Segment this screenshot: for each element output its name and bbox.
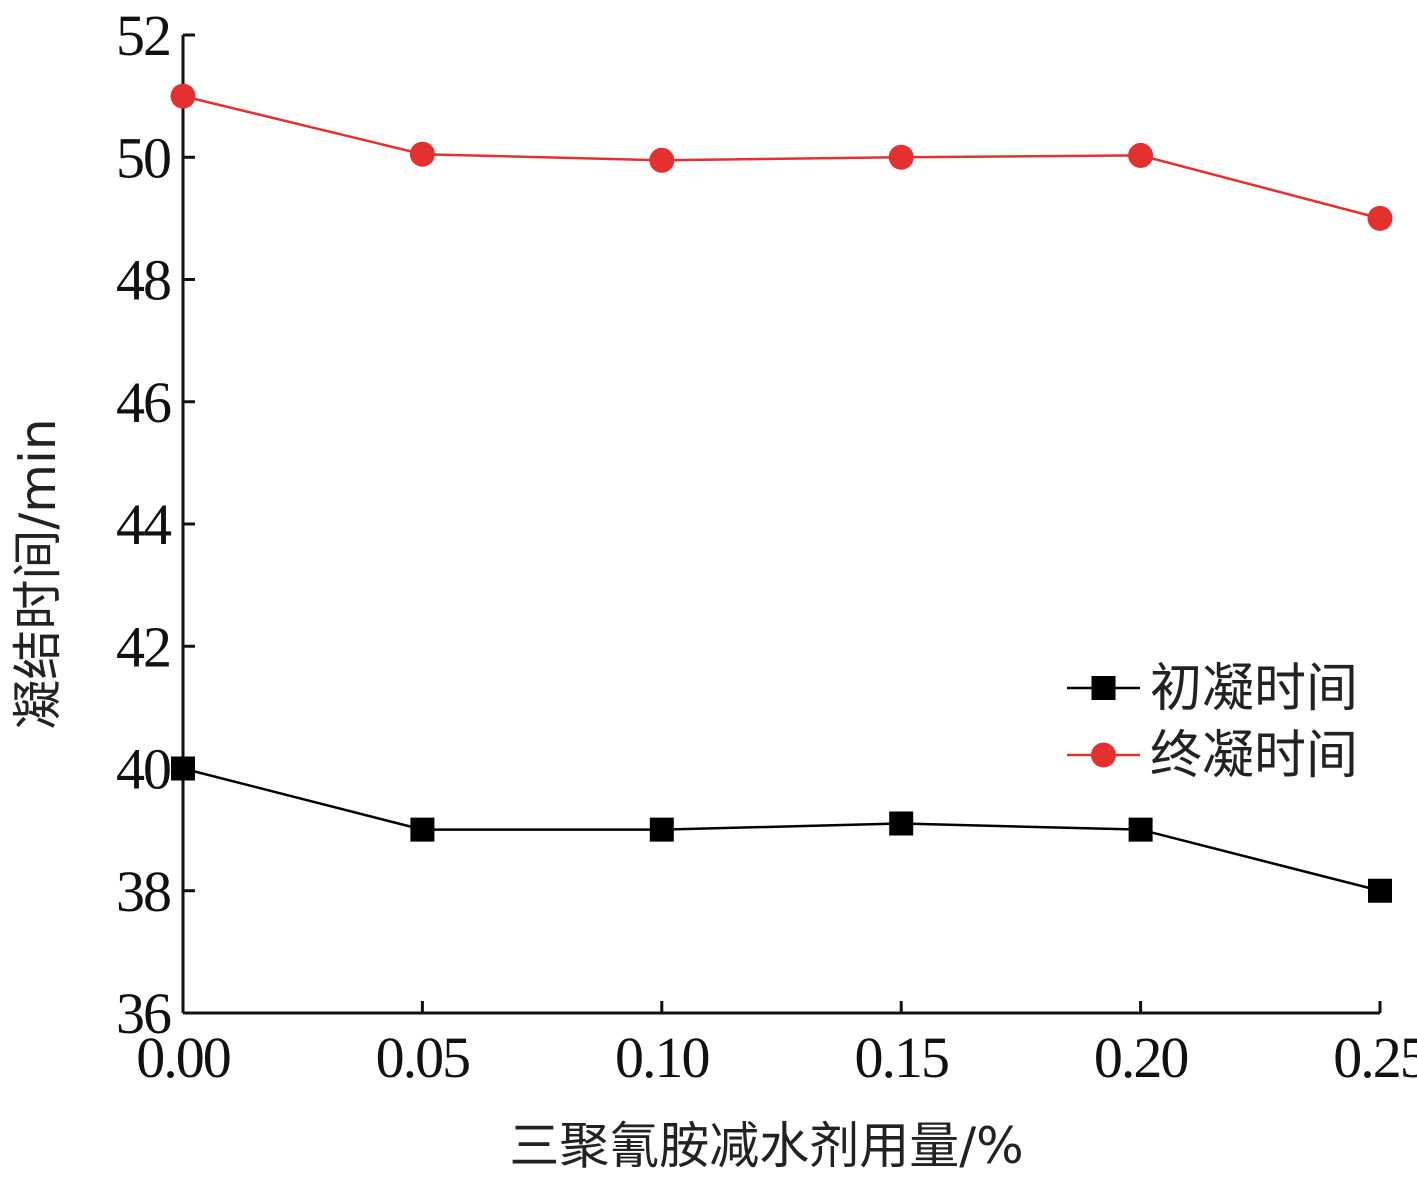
x-tick-label: 0.25 xyxy=(1333,1025,1417,1090)
y-axis-label: 凝结时间/min xyxy=(9,418,67,729)
data-point-square xyxy=(171,756,195,781)
y-tick-label: 48 xyxy=(116,248,170,313)
y-tick-label: 40 xyxy=(116,737,170,802)
x-tick-label: 0.00 xyxy=(136,1025,230,1090)
x-axis-ticks: 0.00 0.05 0.10 0.15 0.20 0.25 xyxy=(136,1001,1417,1090)
data-point-square xyxy=(410,817,435,842)
series-line xyxy=(182,767,1381,892)
data-point-square xyxy=(1368,878,1392,903)
legend-marker-square xyxy=(1091,676,1116,700)
y-axis-ticks: 36 38 40 42 44 46 48 50 52 xyxy=(116,3,195,1046)
y-tick-label: 42 xyxy=(116,614,170,679)
series-2 xyxy=(170,83,1393,231)
data-point-circle xyxy=(649,147,675,173)
y-tick-label: 46 xyxy=(116,370,171,435)
y-tick-label: 36 xyxy=(116,981,171,1046)
series-layer xyxy=(170,83,1393,903)
data-point-circle xyxy=(409,141,435,167)
legend-label: 初凝时间 xyxy=(1150,659,1358,719)
data-point-square xyxy=(649,817,674,842)
y-tick-label: 38 xyxy=(116,859,170,924)
y-tick-label: 52 xyxy=(116,3,170,68)
legend-label: 终凝时间 xyxy=(1150,726,1358,786)
data-point-square xyxy=(1128,817,1153,842)
x-tick-label: 0.15 xyxy=(854,1025,948,1090)
data-point-circle xyxy=(888,144,914,170)
x-tick-label: 0.10 xyxy=(615,1025,709,1090)
series-line xyxy=(182,94,1381,220)
data-point-circle xyxy=(1128,142,1154,168)
y-tick-label: 44 xyxy=(116,492,172,557)
series-1 xyxy=(171,756,1392,903)
y-tick-label: 50 xyxy=(116,125,170,190)
x-tick-label: 0.20 xyxy=(1094,1025,1188,1090)
axes xyxy=(181,35,1380,1015)
data-point-square xyxy=(889,811,914,836)
x-tick-label: 0.05 xyxy=(376,1025,470,1090)
legend-marker-circle xyxy=(1091,742,1116,768)
data-point-circle xyxy=(170,83,196,109)
x-axis-label: 三聚氰胺减水剂用量/% xyxy=(509,1117,1023,1175)
data-point-circle xyxy=(1367,205,1393,231)
